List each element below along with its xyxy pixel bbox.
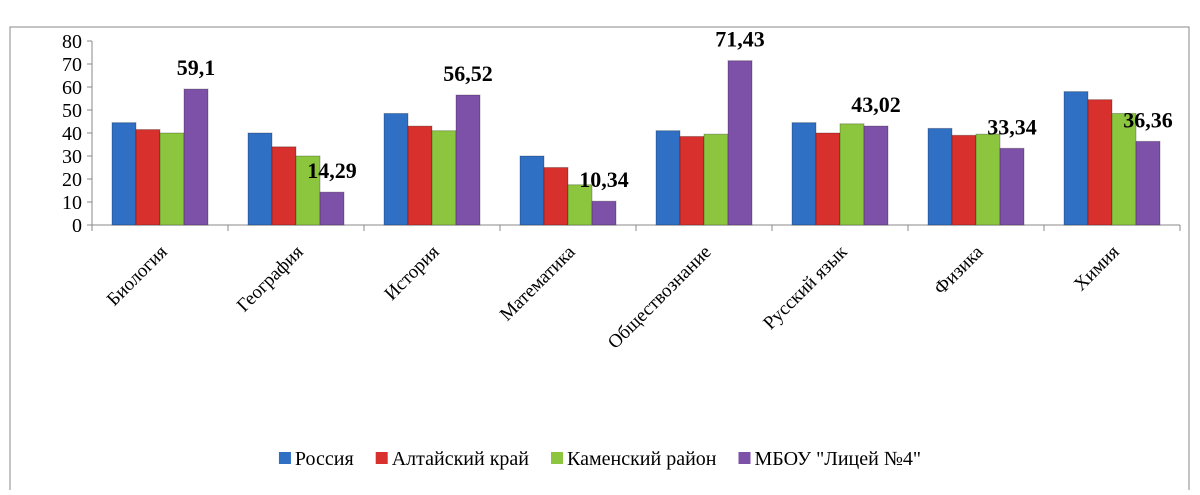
bar: [271, 146, 297, 226]
bar: [295, 155, 321, 226]
y-tick-label: 20: [62, 169, 82, 191]
y-tick-label: 70: [62, 54, 82, 76]
bar: [999, 147, 1025, 226]
bar: [567, 184, 593, 226]
y-tick-label: 10: [62, 192, 82, 214]
legend-label: Алтайский край: [392, 448, 530, 470]
legend-label: МБОУ "Лицей №4": [754, 448, 921, 470]
bar: [431, 130, 457, 226]
bar: [591, 200, 617, 226]
bar: [1063, 91, 1089, 226]
y-tick-label: 40: [62, 123, 82, 145]
y-tick-label: 80: [62, 31, 82, 53]
data-label: 59,1: [177, 55, 216, 80]
bar: [111, 122, 137, 226]
data-label: 56,52: [443, 61, 493, 86]
bar: [655, 130, 681, 226]
legend-swatch: [738, 452, 751, 464]
bar: [247, 132, 273, 226]
bar: [543, 167, 569, 226]
data-label: 14,29: [307, 158, 357, 183]
bar: [455, 94, 481, 226]
y-tick-label: 30: [62, 146, 82, 168]
bar: [383, 112, 409, 226]
y-tick-label: 50: [62, 100, 82, 122]
legend-swatch: [551, 452, 564, 464]
bar: [975, 133, 1001, 226]
legend-label: Каменский район: [567, 448, 717, 470]
legend-label: Россия: [295, 448, 354, 470]
bar: [863, 125, 889, 226]
bar: [839, 123, 865, 226]
bar: [815, 132, 841, 226]
bar: [319, 191, 345, 226]
bar: [519, 155, 545, 226]
bar: [727, 60, 753, 226]
data-label: 43,02: [851, 92, 901, 117]
bar: [951, 134, 977, 226]
bar: [407, 125, 433, 226]
data-label: 10,34: [579, 167, 629, 192]
bar: [159, 132, 185, 226]
bar: [183, 88, 209, 226]
y-tick-label: 60: [62, 77, 82, 99]
data-label: 36,36: [1123, 107, 1173, 132]
bar: [791, 122, 817, 226]
bar: [1087, 99, 1113, 226]
bar: [679, 135, 705, 226]
bar: [927, 127, 953, 226]
bar: [135, 129, 161, 226]
bar: [703, 133, 729, 226]
legend-swatch: [278, 452, 291, 464]
data-label: 33,34: [987, 114, 1037, 139]
y-tick-label: 0: [72, 215, 82, 237]
legend: Россия Алтайский край Каменский район МБОУ …: [278, 448, 921, 470]
data-label: 71,43: [715, 27, 765, 52]
bar: [1135, 140, 1161, 226]
legend-swatch: [375, 452, 388, 464]
